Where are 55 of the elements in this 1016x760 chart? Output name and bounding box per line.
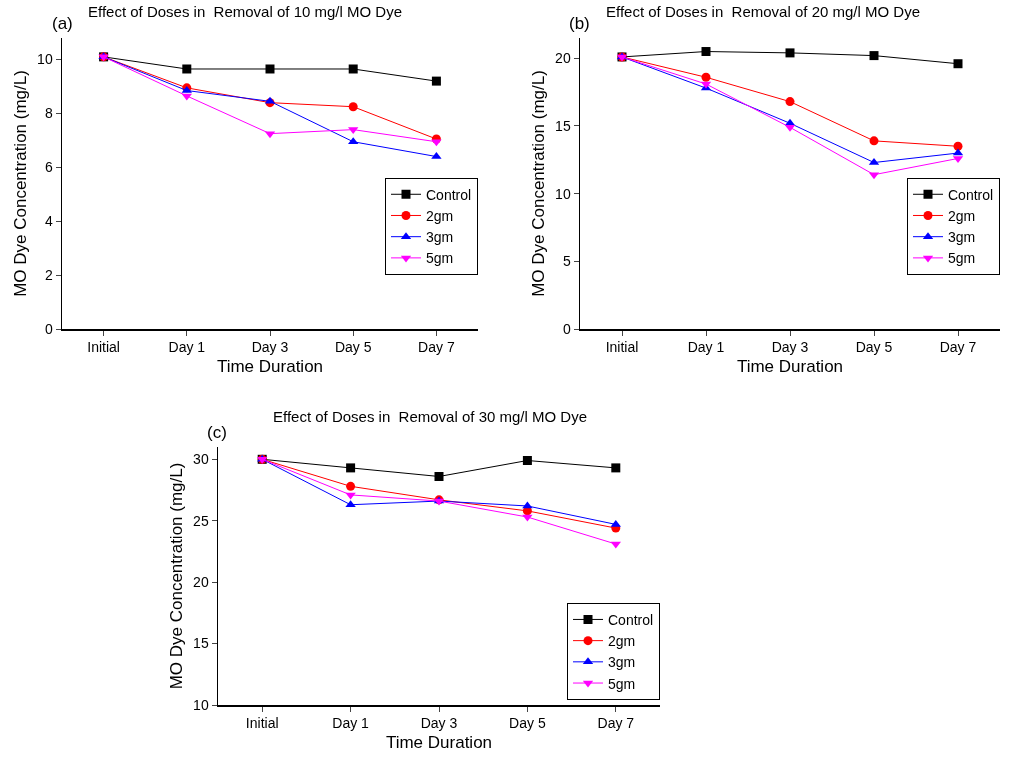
y-tick-label: 15	[555, 117, 571, 134]
y-tick-label: 0	[562, 320, 571, 337]
y-tick-label: 8	[44, 105, 53, 122]
y-axis-title: MO Dye Concentration (mg/L)	[528, 70, 548, 297]
y-tick-label: 20	[555, 50, 571, 67]
x-tick-label: Day 7	[597, 715, 635, 732]
x-tick-label: Initial	[245, 715, 279, 732]
x-tick-label: Day 7	[939, 339, 977, 356]
x-tick-label: Day 5	[334, 339, 372, 356]
legend-label: 2gm	[948, 207, 976, 224]
y-tick-label: 25	[193, 512, 209, 529]
y-axis-title: MO Dye Concentration (mg/L)	[166, 462, 186, 690]
x-tick-label: Day 1	[168, 339, 206, 356]
x-tick-label: Initial	[87, 339, 120, 356]
x-tick-label: Day 5	[855, 339, 893, 356]
x-axis-title: Time Duration	[736, 357, 844, 377]
x-tick-label: Initial	[605, 339, 639, 356]
y-axis-title: MO Dye Concentration (mg/L)	[10, 70, 30, 297]
x-tick-label: Day 5	[509, 715, 546, 732]
y-tick-label: 4	[44, 213, 53, 230]
chart-title: Effect of Doses in Removal of 30 mg/l MO Dye	[272, 407, 588, 425]
x-tick-label: Day 3	[420, 715, 458, 732]
x-tick-label: Day 3	[251, 339, 289, 356]
legend-label: Control	[426, 186, 472, 203]
legend-label: 2gm	[426, 207, 454, 224]
text: (c)	[207, 423, 227, 442]
legend-label: Control	[948, 186, 994, 203]
legend-label: Control	[608, 611, 654, 628]
y-tick-label: 10	[37, 51, 53, 68]
y-tick-label: 10	[193, 696, 209, 713]
y-tick-label: 30	[193, 451, 209, 468]
x-tick-label: Day 7	[418, 339, 455, 356]
y-tick-label: 2	[44, 267, 53, 284]
legend-label: 5gm	[608, 675, 636, 692]
legend-label: 3gm	[948, 229, 976, 246]
text: (b)	[569, 14, 590, 33]
legend-label: 2gm	[608, 633, 636, 650]
y-tick-label: 10	[555, 185, 571, 202]
y-tick-label: 20	[193, 574, 209, 591]
y-tick-label: 5	[562, 253, 571, 270]
x-axis-title: Time Duration	[216, 357, 324, 377]
y-tick-label: 0	[44, 320, 53, 337]
x-axis-title: Time Duration	[385, 733, 493, 753]
text: (a)	[52, 14, 73, 33]
legend-label: 3gm	[608, 654, 636, 671]
chart-title: Effect of Doses in Removal of 10 mg/l MO Dye	[87, 2, 403, 20]
chart-title: Effect of Doses in Removal of 20 mg/l MO Dye	[605, 2, 921, 20]
y-tick-label: 15	[193, 635, 209, 652]
legend-label: 5gm	[426, 250, 454, 267]
x-tick-label: Day 3	[771, 339, 809, 356]
legend-label: 3gm	[426, 229, 454, 246]
x-tick-label: Day 1	[687, 339, 725, 356]
y-tick-label: 6	[44, 159, 53, 176]
legend-label: 5gm	[948, 250, 976, 267]
x-tick-label: Day 1	[332, 715, 370, 732]
